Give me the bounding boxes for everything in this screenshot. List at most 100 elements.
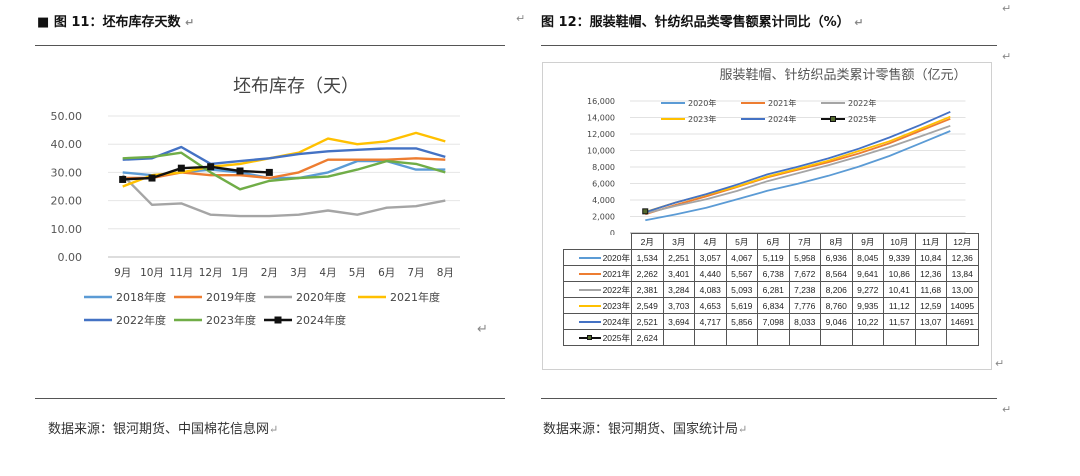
table-cell	[662, 329, 695, 346]
right-legend-label: 2025年	[848, 114, 876, 124]
table-row: 2020年 1,534 2,251 3,057 4,067 5,119 5,958 6,936…	[563, 249, 979, 266]
table-cell: 6,834	[757, 297, 790, 314]
right-y-tick-label: 10,000	[587, 147, 615, 156]
table-cell	[694, 329, 727, 346]
right-legend-label: 2023年	[688, 114, 716, 124]
table-cell	[883, 329, 916, 346]
left-chart-title: 坯布库存（天）	[233, 76, 359, 97]
table-header-cell: 6月	[757, 233, 790, 250]
table-cell: 13,84	[946, 265, 979, 282]
left-x-tick-label: 5月	[349, 267, 366, 279]
left-series-line	[121, 174, 446, 218]
right-series-lines	[642, 110, 951, 222]
bullet-mark: ■	[37, 15, 50, 30]
right-series-line	[645, 130, 951, 222]
table-cell: 4,067	[725, 249, 758, 266]
left-x-tick-label: 3月	[290, 267, 307, 279]
left-y-tick-label: 40.00	[51, 138, 83, 151]
table-row: 2023年 2,549 3,703 4,653 5,619 6,834 7,776 8,760…	[563, 297, 979, 314]
left-source: 数据来源：银河期货、中国棉花信息网↵	[48, 418, 278, 437]
right-legend: 2020年 2021年 2022年 2023年 2024年 2025年	[661, 98, 876, 124]
left-series-point	[177, 164, 185, 172]
table-cell: 6,738	[757, 265, 790, 282]
table-cell: 14095	[946, 297, 979, 314]
table-cell: 9,339	[883, 249, 916, 266]
table-cell	[914, 329, 947, 346]
left-paragraph-mark: ↵	[477, 322, 488, 337]
left-series-line	[122, 165, 270, 181]
table-cell: 2,521	[631, 313, 664, 330]
left-series-line	[122, 145, 446, 166]
table-cell: 7,098	[757, 313, 790, 330]
table-cell: 8,760	[820, 297, 853, 314]
table-row-label-text: 2024年	[602, 316, 630, 327]
left-series-lines	[119, 131, 446, 218]
figure-12-title-text: 图 12：服装鞋帽、针纺织品类零售额累计同比（%）	[541, 15, 850, 30]
table-cell: 9,272	[851, 281, 884, 298]
table-header-cell: 3月	[662, 233, 695, 250]
right-y-tick-label: 14,000	[587, 114, 615, 123]
right-y-tick-label: 16,000	[587, 97, 615, 106]
left-y-tick-label: 10.00	[51, 223, 83, 236]
left-top-rule	[35, 45, 505, 46]
table-cell: 2,251	[662, 249, 695, 266]
left-grid	[108, 115, 460, 258]
table-cell: 10,41	[883, 281, 916, 298]
table-cell: 8,564	[820, 265, 853, 282]
table-row-label: 2025年	[563, 329, 632, 346]
table-cell: 5,958	[788, 249, 821, 266]
table-cell: 3,694	[662, 313, 695, 330]
table-cell	[788, 329, 821, 346]
paragraph-mark: ↵	[854, 16, 864, 29]
left-series-line	[122, 151, 446, 191]
table-cell: 5,093	[725, 281, 758, 298]
right-chart-frame: 服装鞋帽、针纺织品类累计零售额（亿元） 16,000 14,000 12,000 10…	[542, 62, 992, 370]
table-cell	[820, 329, 853, 346]
right-leading-mark: ↵	[516, 12, 526, 25]
left-source-text: 数据来源：银河期货、中国棉花信息网	[48, 422, 270, 437]
table-cell: 7,672	[788, 265, 821, 282]
left-legend-label: 2018年度	[116, 290, 166, 304]
table-cell: 13,00	[946, 281, 979, 298]
right-data-table: 2月 3月 4月 5月 6月 7月 8月 9月 10月 11月 12月 2020年 1,534 2,251…	[563, 233, 979, 346]
table-row-label-text: 2023年	[602, 300, 630, 311]
left-series-point	[119, 175, 127, 183]
table-row: 2024年 2,521 3,694 4,717 5,856 7,098 8,033 9,046…	[563, 313, 979, 330]
table-cell: 3,703	[662, 297, 695, 314]
right-legend-label: 2024年	[768, 114, 796, 124]
table-row-swatch	[578, 289, 601, 292]
table-cell: 10,84	[914, 249, 947, 266]
right-y-tick-label: 8,000	[592, 163, 615, 172]
left-legend: 2018年度 2019年度 2020年度 2021年度 2022年度 2023年度 2024…	[84, 290, 440, 327]
table-cell: 11,12	[883, 297, 916, 314]
edge-mark-3: ↵	[995, 357, 1005, 370]
table-cell: 11,68	[914, 281, 947, 298]
left-y-tick-label: 0.00	[58, 251, 83, 264]
table-cell: 5,567	[725, 265, 758, 282]
table-cell: 4,717	[694, 313, 727, 330]
right-chart-title: 服装鞋帽、针纺织品类累计零售额（亿元）	[719, 67, 966, 83]
table-row-swatch	[578, 321, 601, 324]
table-cell: 6,936	[820, 249, 853, 266]
table-cell: 2,549	[631, 297, 664, 314]
table-cell: 5,619	[725, 297, 758, 314]
left-x-ticks: 9月 10月 11月 12月 1月 2月 3月 4月 5月 6月 7月 8月	[114, 267, 454, 279]
table-cell: 10,22	[851, 313, 884, 330]
left-y-tick-label: 30.00	[51, 166, 83, 179]
table-cell	[946, 329, 979, 346]
table-cell: 4,440	[694, 265, 727, 282]
right-y-tick-label: 0	[610, 229, 615, 235]
left-series-point	[207, 163, 215, 171]
left-series-point	[148, 174, 156, 182]
edge-mark-4: ↵	[1002, 403, 1012, 416]
table-cell: 12,36	[914, 265, 947, 282]
table-header-cell: 12月	[946, 233, 979, 250]
table-row-marker	[586, 335, 592, 341]
right-series-line	[645, 124, 951, 215]
table-cell: 12,36	[946, 249, 979, 266]
figure-12-title: 图 12：服装鞋帽、针纺织品类零售额累计同比（%） ↵	[541, 11, 863, 30]
right-top-rule	[541, 45, 997, 46]
left-x-tick-label: 2月	[261, 267, 278, 279]
table-row: 2025年 2,624	[563, 329, 979, 346]
table-header-cell: 11月	[914, 233, 947, 250]
